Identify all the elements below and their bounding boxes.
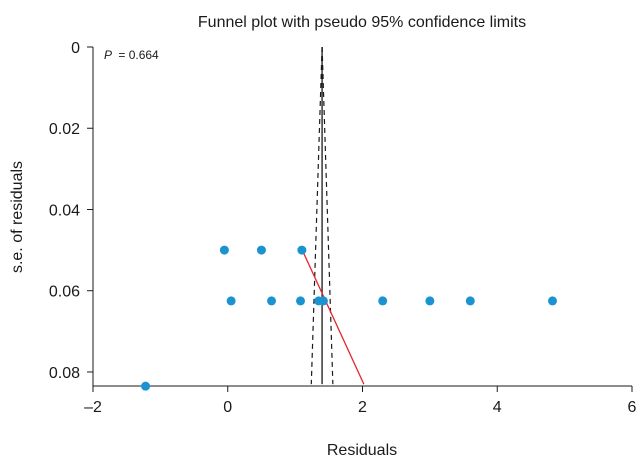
data-point — [425, 296, 435, 306]
x-axis-label: Residuals — [327, 442, 397, 459]
y-tick-label: 0.02 — [49, 121, 80, 138]
data-points — [141, 245, 557, 391]
x-axis: –2 0 2 4 6 — [84, 385, 637, 416]
data-point — [219, 245, 229, 255]
data-point — [296, 296, 306, 306]
data-point — [226, 296, 236, 306]
x-ticks: –2 0 2 4 6 — [84, 386, 637, 416]
data-point — [141, 381, 151, 391]
data-point — [297, 245, 307, 255]
data-point — [465, 296, 475, 306]
funnel-lines — [310, 46, 334, 385]
p-value-text: = 0.664 — [118, 48, 159, 62]
x-tick-label: 4 — [493, 399, 502, 416]
x-tick-label: 2 — [358, 399, 367, 416]
ci-limit-line-right — [321, 46, 334, 385]
data-point — [378, 296, 388, 306]
y-tick-label: 0.04 — [49, 202, 80, 219]
data-point — [547, 296, 557, 306]
regression-line — [302, 251, 365, 385]
data-point — [318, 296, 328, 306]
y-tick-label: 0.08 — [49, 365, 80, 382]
y-tick-label: 0 — [71, 40, 80, 57]
p-value-annotation: P = 0.664 — [104, 48, 159, 62]
x-tick-label: –2 — [84, 399, 102, 416]
regression-layer — [302, 251, 365, 385]
y-tick-label: 0.06 — [49, 284, 80, 301]
data-point — [267, 296, 277, 306]
p-value-label: P — [104, 48, 112, 62]
y-axis-label: s.e. of residuals — [9, 161, 26, 273]
chart-title: Funnel plot with pseudo 95% confidence l… — [198, 14, 526, 31]
ci-limit-line-left — [310, 46, 323, 385]
x-tick-label: 6 — [628, 399, 637, 416]
y-axis: 0 0.02 0.04 0.06 0.08 — [49, 40, 94, 386]
data-point — [256, 245, 266, 255]
y-ticks: 0 0.02 0.04 0.06 0.08 — [49, 40, 93, 382]
x-tick-label: 0 — [223, 399, 232, 416]
